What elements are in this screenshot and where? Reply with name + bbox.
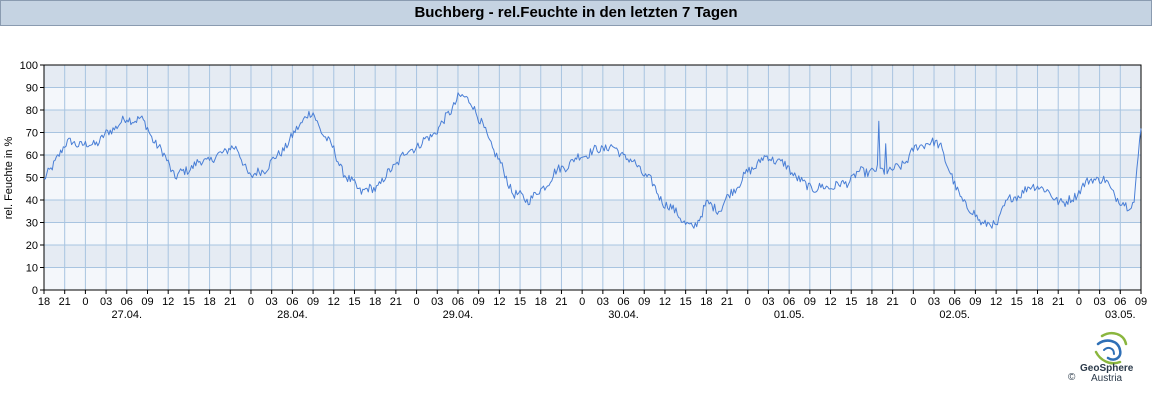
x-tick-label: 21 — [390, 296, 402, 308]
x-tick-label: 12 — [162, 296, 174, 308]
date-label: 02.05. — [939, 309, 970, 321]
date-label: 29.04. — [443, 309, 474, 321]
plot-band — [44, 132, 1141, 155]
x-tick-label: 09 — [969, 296, 981, 308]
x-tick-label: 03 — [762, 296, 774, 308]
x-tick-label: 09 — [1135, 296, 1147, 308]
y-tick-label: 60 — [26, 150, 38, 162]
y-tick-label: 90 — [26, 83, 38, 95]
date-label: 28.04. — [277, 309, 308, 321]
x-tick-label: 06 — [1114, 296, 1126, 308]
copyright-mark: © — [1068, 372, 1076, 383]
geosphere-logo — [1094, 332, 1128, 365]
plot-band — [44, 110, 1141, 133]
x-tick-label: 12 — [824, 296, 836, 308]
x-tick-label: 15 — [680, 296, 692, 308]
x-tick-label: 21 — [224, 296, 236, 308]
x-tick-label: 03 — [100, 296, 112, 308]
y-tick-label: 80 — [26, 105, 38, 117]
plot-band — [44, 65, 1141, 88]
y-axis-label: rel. Feuchte in % — [3, 137, 15, 220]
plot-band — [44, 177, 1141, 200]
y-tick-label: 50 — [26, 173, 38, 185]
x-tick-label: 03 — [266, 296, 278, 308]
plot-band — [44, 245, 1141, 268]
logo-sub: Austria — [1091, 373, 1123, 384]
x-tick-label: 06 — [452, 296, 464, 308]
plot-band — [44, 222, 1141, 245]
x-tick-label: 06 — [617, 296, 629, 308]
y-tick-label: 70 — [26, 128, 38, 140]
x-tick-label: 12 — [990, 296, 1002, 308]
x-tick-label: 09 — [307, 296, 319, 308]
date-labels: 27.04. 28.04. 29.04. 30.04. 01.05. 02.05. 03.0… — [111, 309, 1136, 321]
plot-band — [44, 200, 1141, 223]
date-label: 30.04. — [608, 309, 639, 321]
x-tick-label: 15 — [183, 296, 195, 308]
y-tick-label: 10 — [26, 263, 38, 275]
x-tick-label: 12 — [659, 296, 671, 308]
chart-title: Buchberg - rel.Feuchte in den letzten 7 … — [414, 4, 738, 21]
x-tick-label: 15 — [1011, 296, 1023, 308]
x-tick-label: 03 — [1093, 296, 1105, 308]
x-tick-label: 21 — [59, 296, 71, 308]
x-tick-label: 0 — [579, 296, 585, 308]
x-tick-label: 09 — [473, 296, 485, 308]
x-tick-label: 15 — [845, 296, 857, 308]
x-tick-label: 0 — [910, 296, 916, 308]
y-tick-label: 0 — [32, 285, 38, 297]
x-tick-label: 0 — [82, 296, 88, 308]
x-tick-label: 06 — [121, 296, 133, 308]
x-tick-label: 21 — [555, 296, 567, 308]
x-tick-label: 09 — [638, 296, 650, 308]
x-tick-label: 09 — [141, 296, 153, 308]
x-tick-label: 21 — [1052, 296, 1064, 308]
x-tick-label: 15 — [514, 296, 526, 308]
date-label: 03.05. — [1105, 309, 1136, 321]
x-tick-label: 15 — [348, 296, 360, 308]
x-tick-label: 18 — [369, 296, 381, 308]
x-tick-label: 18 — [535, 296, 547, 308]
x-tick-label: 03 — [597, 296, 609, 308]
x-tick-label: 03 — [431, 296, 443, 308]
x-tick-label: 0 — [745, 296, 751, 308]
y-tick-label: 40 — [26, 195, 38, 207]
x-tick-label: 03 — [928, 296, 940, 308]
x-tick-label: 18 — [38, 296, 50, 308]
x-tick-label: 06 — [783, 296, 795, 308]
x-tick-label: 12 — [493, 296, 505, 308]
date-label: 01.05. — [774, 309, 805, 321]
y-axis-ticks: 0 10 20 30 40 50 60 70 80 90 100 — [20, 60, 44, 297]
x-tick-label: 0 — [1076, 296, 1082, 308]
date-label: 27.04. — [111, 309, 142, 321]
plot-band — [44, 267, 1141, 290]
x-tick-label: 18 — [700, 296, 712, 308]
x-tick-label: 18 — [866, 296, 878, 308]
y-tick-label: 20 — [26, 240, 38, 252]
x-tick-label: 12 — [328, 296, 340, 308]
x-tick-label: 21 — [721, 296, 733, 308]
y-tick-label: 30 — [26, 218, 38, 230]
chart-title-bar: Buchberg - rel.Feuchte in den letzten 7 … — [0, 0, 1152, 26]
x-axis-ticks: 18 21 0 03 06 09 12 15 18 21 0 03 06 09 12 15 18 21 0 03 06 0… — [38, 290, 1147, 308]
x-tick-label: 18 — [1031, 296, 1043, 308]
x-tick-label: 0 — [248, 296, 254, 308]
x-tick-label: 21 — [886, 296, 898, 308]
x-tick-label: 06 — [949, 296, 961, 308]
y-tick-label: 100 — [20, 60, 38, 72]
humidity-series-line — [43, 92, 1142, 229]
x-tick-label: 0 — [414, 296, 420, 308]
logo-name: GeoSphere — [1080, 363, 1134, 374]
series-layer — [43, 92, 1142, 229]
plot-background — [44, 65, 1141, 290]
plot-band — [44, 87, 1141, 110]
x-tick-label: 09 — [804, 296, 816, 308]
x-tick-label: 18 — [203, 296, 215, 308]
x-tick-label: 06 — [286, 296, 298, 308]
